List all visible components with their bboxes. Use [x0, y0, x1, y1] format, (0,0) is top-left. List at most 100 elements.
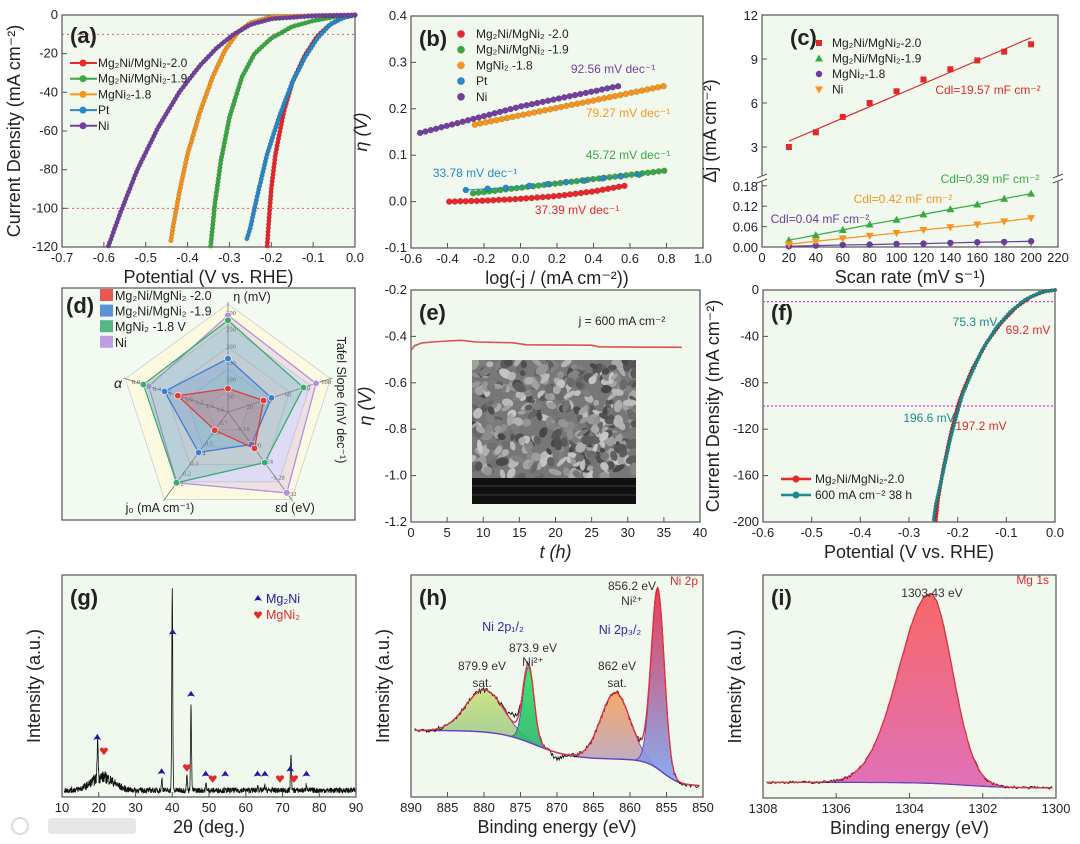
y-tick-label: 9: [751, 52, 758, 67]
sem-grain: [520, 360, 527, 369]
sem-grain: [605, 435, 615, 447]
data-point: [416, 129, 424, 137]
sem-grain: [599, 471, 610, 478]
sem-grain: [497, 433, 506, 441]
sem-grain: [546, 448, 552, 455]
data-point: [633, 88, 640, 95]
radar-tick-label: 20: [247, 404, 254, 411]
legend-label: Mg₂Ni/MgNi₂-2.0: [98, 56, 188, 70]
legend-label: 600 mA cm⁻² 38 h: [815, 488, 912, 502]
legend-marker: [457, 61, 465, 70]
data-point: [557, 103, 565, 111]
panel-label: (g): [70, 585, 98, 610]
data-point: [509, 113, 516, 121]
data-point: [579, 99, 586, 106]
data-point: [446, 198, 453, 205]
panel-f: -0.6 -0.5 -0.4 -0.3 -0.2 -0.1 0.0 -200 -160 -120 -…: [703, 282, 1064, 562]
data-point: [866, 241, 873, 248]
x-tick-label: 1308: [749, 801, 778, 816]
legend-label: Mg₂Ni/MgNi₂-2.0: [832, 36, 922, 50]
sem-inset-image: [472, 360, 636, 504]
sem-grain: [494, 425, 502, 433]
data-point: [920, 76, 927, 83]
data-point: [244, 235, 250, 241]
mgni2-peak-marker-icon: [275, 775, 284, 783]
x-tick-label: 40: [165, 800, 179, 815]
legend-marker: [792, 491, 800, 499]
radar-tick-label: 1.0: [185, 396, 193, 403]
legend-marker: [457, 45, 465, 54]
x-tick-label: 200: [1020, 250, 1042, 265]
data-point: [422, 128, 429, 135]
data-point: [1015, 303, 1020, 308]
y-tick-label: 0.4: [389, 8, 407, 23]
y-axis-title: η (V): [351, 113, 371, 152]
y-tick-label: 0.2: [389, 101, 407, 116]
mg2ni-peak-marker-icon: [286, 765, 295, 772]
sem-grain: [588, 456, 598, 465]
sem-grain: [600, 462, 609, 471]
fit-line: [788, 217, 1032, 245]
overpotential-label: 75.3 mV: [953, 315, 998, 329]
sem-grain: [485, 413, 496, 425]
x-tick-label: 1.0: [694, 251, 712, 266]
data-point: [224, 316, 232, 324]
overpotential-label: 197.2 mV: [955, 419, 1006, 433]
data-point: [606, 93, 613, 101]
y-tick-label: 0.12: [733, 199, 758, 214]
peak-species: sat.: [472, 676, 491, 690]
data-point: [544, 97, 552, 104]
radar-polygon: [148, 314, 317, 494]
sem-grain: [610, 450, 618, 462]
sem-grain: [585, 415, 597, 425]
x-tick-label: 0.8: [657, 251, 675, 266]
radar-tick-label: 150: [226, 360, 236, 367]
x-tick-label: -0.2: [473, 251, 495, 266]
legend-label: Mg₂Ni/MgNi₂ -2.0: [476, 27, 569, 41]
x-axis-title: log(-j / (mA cm⁻²)): [485, 268, 629, 288]
data-point: [555, 95, 563, 102]
radar-tick-label: -1.28: [271, 475, 285, 482]
data-point: [984, 340, 989, 345]
sem-grain: [617, 421, 626, 431]
mg2ni-peak-marker-icon: [201, 770, 210, 777]
data-point: [493, 116, 500, 124]
y-axis-title: Δj (mA cm⁻²): [700, 79, 720, 183]
y-axis-title: Intensity (a.u.): [725, 629, 745, 743]
data-point: [593, 87, 600, 94]
data-point: [264, 243, 270, 249]
mgni2-peak-marker-icon: [99, 747, 108, 756]
data-point: [588, 188, 596, 195]
sem-grain: [573, 390, 581, 397]
x-axis-title: t (h): [539, 542, 571, 562]
data-point: [528, 194, 535, 202]
sem-grain: [503, 441, 511, 449]
y-axis-title: Current Density (mA cm⁻²): [703, 300, 723, 513]
fit-line: [788, 240, 1032, 247]
legend-label: MgNi₂ -1.8: [476, 58, 533, 72]
legend-swatch: [100, 304, 113, 317]
radar-series-1: [160, 355, 276, 457]
x-tick-label: 40: [809, 250, 823, 265]
sem-grain: [513, 381, 526, 393]
radar-tick-label: 0.6: [164, 389, 173, 396]
sem-grain: [613, 400, 623, 413]
mgni2-peak-marker-icon: [289, 775, 298, 783]
sem-grain: [585, 450, 597, 459]
sem-grain: [593, 399, 600, 406]
legend-label: Ni: [98, 119, 109, 133]
x-tick-label: -0.3: [218, 250, 240, 265]
data-point: [947, 66, 954, 73]
data-point: [1028, 41, 1035, 48]
data-point: [479, 197, 486, 204]
sem-grain: [524, 376, 534, 385]
sem-grain: [622, 399, 636, 407]
sem-grain: [472, 464, 477, 473]
axis-break: [1054, 176, 1062, 181]
peak-label: 879.9 eV: [458, 659, 506, 673]
data-point: [566, 191, 574, 198]
mg2ni-peak-marker-icon: [186, 690, 195, 697]
radar-tick-label: 0.3: [190, 461, 198, 468]
x-tick-label: -0.3: [898, 525, 920, 540]
data-point: [581, 177, 588, 184]
